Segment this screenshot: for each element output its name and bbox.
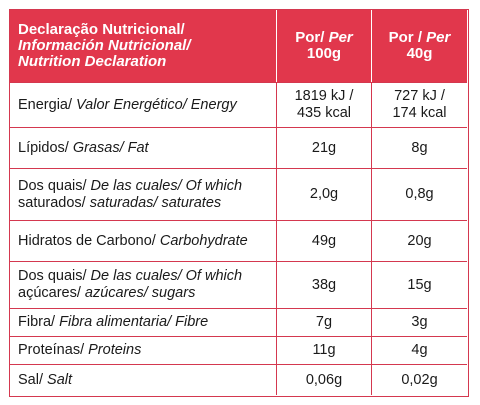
header-title: Declaração Nutricional/ Información Nutr… (10, 10, 276, 82)
table-row-salt: Sal/ Salt 0,06g 0,02g (10, 364, 467, 395)
label-pt: Proteínas/ (18, 342, 85, 358)
row-label: Sal/ Salt (10, 365, 276, 395)
table-row-fat: Lípidos/ Grasas/ Fat 21g 8g (10, 127, 467, 168)
value-per-100g: 1819 kJ /435 kcal (276, 83, 371, 127)
label-pt: Sal/ (18, 371, 43, 388)
label-pt: Hidratos de Carbono/ (18, 232, 156, 249)
per-100g-per: Per (328, 29, 353, 46)
value-per-100g: 38g (276, 262, 371, 308)
value-per-100g: 2,0g (276, 169, 371, 220)
label-es-en: Grasas/ Fat (72, 139, 149, 156)
table-row-sugars: Dos quais/ De las cuales/ Of which açúca… (10, 261, 467, 308)
label-pt-2: açúcares/ (18, 285, 81, 301)
label-es-en: Fibra alimentaria/ Fibre (59, 314, 209, 330)
header-per-100g: Por/ Per 100g (276, 10, 371, 82)
value-per-100g: 0,06g (276, 365, 371, 395)
row-label: Proteínas/ Proteins (10, 337, 276, 364)
value-kcal: 435 kcal (296, 105, 351, 121)
table-row-fibre: Fibra/ Fibra alimentaria/ Fibre 7g 3g (10, 308, 467, 336)
label-es-en: De las cuales/ Of which (90, 268, 243, 284)
value-per-100g: 7g (276, 309, 371, 336)
row-label: Hidratos de Carbono/ Carbohydrate (10, 221, 276, 261)
header-per-40g: Por / Per 40g (371, 10, 467, 82)
value-per-40g: 15g (371, 262, 467, 308)
label-es-en: Carbohydrate (159, 232, 248, 249)
per-40g-amount: 40g (406, 45, 433, 62)
table-row-energy: Energia/ Valor Energético/ Energy 1819 k… (10, 82, 467, 127)
row-label: Dos quais/ De las cuales/ Of which satur… (10, 169, 276, 220)
value-per-40g: 3g (371, 309, 467, 336)
label-pt: Dos quais/ (18, 268, 87, 284)
per-40g-por: Por / (388, 29, 422, 46)
value-kj: 1819 kJ / (294, 88, 354, 104)
table-row-proteins: Proteínas/ Proteins 11g 4g (10, 336, 467, 364)
per-40g-per: Per (426, 29, 451, 46)
label-es-en-2: azúcares/ sugars (84, 285, 196, 301)
value-kcal: 174 kcal (392, 105, 447, 121)
label-pt: Fibra/ (18, 314, 56, 330)
value-per-100g: 21g (276, 128, 371, 168)
label-pt: Lípidos/ (18, 139, 69, 156)
nutrition-table: Declaração Nutricional/ Información Nutr… (9, 9, 469, 397)
value-kj: 727 kJ / (394, 88, 445, 104)
table-row-saturates: Dos quais/ De las cuales/ Of which satur… (10, 168, 467, 220)
value-per-100g: 49g (276, 221, 371, 261)
value-per-40g: 0,02g (371, 365, 467, 395)
value-per-100g: 11g (276, 337, 371, 364)
row-label: Dos quais/ De las cuales/ Of which açúca… (10, 262, 276, 308)
value-per-40g: 727 kJ /174 kcal (371, 83, 467, 127)
label-pt: Dos quais/ (18, 177, 87, 194)
table-row-carbohydrate: Hidratos de Carbono/ Carbohydrate 49g 20… (10, 220, 467, 261)
value-per-40g: 20g (371, 221, 467, 261)
title-line-es: Información Nutricional/ (18, 37, 191, 54)
header-row: Declaração Nutricional/ Información Nutr… (10, 10, 467, 82)
row-label: Energia/ Valor Energético/ Energy (10, 83, 276, 127)
value-per-40g: 8g (371, 128, 467, 168)
row-label: Lípidos/ Grasas/ Fat (10, 128, 276, 168)
value-per-40g: 0,8g (371, 169, 467, 220)
label-pt-2: saturados/ (18, 194, 86, 211)
per-100g-por: Por/ (295, 29, 325, 46)
label-es-en: De las cuales/ Of which (90, 177, 243, 194)
title-line-pt: Declaração Nutricional/ (18, 21, 185, 38)
title-line-en: Nutrition Declaration (18, 53, 167, 70)
label-es-en: Proteins (88, 342, 142, 358)
label-es-en-2: saturadas/ saturates (89, 194, 222, 211)
value-per-40g: 4g (371, 337, 467, 364)
per-100g-amount: 100g (306, 45, 342, 62)
row-label: Fibra/ Fibra alimentaria/ Fibre (10, 309, 276, 336)
label-pt: Energia/ (18, 96, 73, 113)
label-es-en: Salt (47, 371, 73, 388)
label-es-en: Valor Energético/ Energy (76, 96, 237, 113)
